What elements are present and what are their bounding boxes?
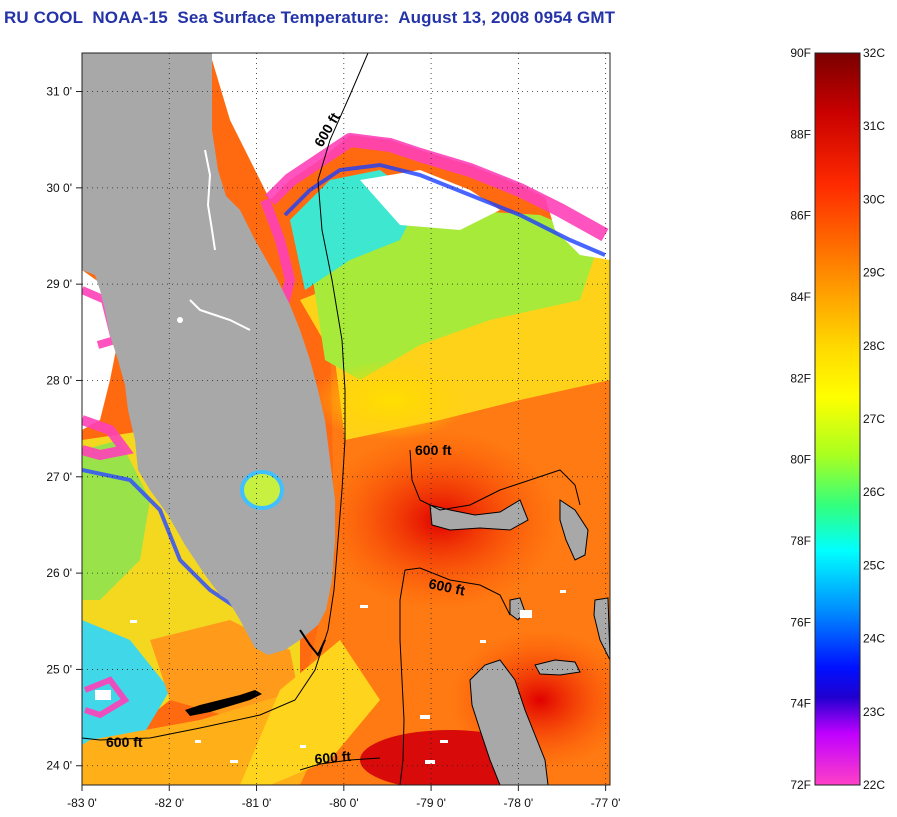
colorbar-celsius-label: 23C — [863, 705, 885, 719]
cloud-flecks — [95, 590, 566, 764]
land-cloud-curve — [189, 299, 251, 331]
colorbar-celsius-label: 27C — [863, 412, 885, 426]
longitude-axis: -83 0' -82 0' -81 0' -80 0' -79 0' -78 0' -77 … — [67, 785, 620, 810]
colorbar-fahrenheit-label: 78F — [790, 534, 811, 548]
lat-tick-label: 27 0' — [46, 470, 72, 484]
colorbar-celsius-label: 29C — [863, 266, 885, 280]
colorbar-celsius-label: 26C — [863, 485, 885, 499]
colorbar-celsius-label: 30C — [863, 192, 885, 206]
lat-tick-label: 26 0' — [46, 566, 72, 580]
lon-tick-label: -79 0' — [416, 796, 446, 810]
sst-map: 600 ft 600 ft 600 ft 600 ft 600 ft 31 0'… — [46, 52, 620, 810]
sst-gulf-green — [82, 440, 150, 600]
isobath-great-bahama-bank-north — [404, 567, 511, 616]
map-title: RU COOL NOAA-15 Sea Surface Temperature:… — [4, 8, 616, 27]
contour-label-keys: 600 ft — [106, 734, 143, 750]
lon-tick-label: -78 0' — [504, 796, 534, 810]
land-keys-islets — [299, 629, 326, 657]
contour-label-little-bahama: 600 ft — [415, 442, 452, 458]
colorbar-fahrenheit-label: 72F — [790, 778, 811, 792]
colorbar-fahrenheit-label: 74F — [790, 697, 811, 711]
sst-cold-fringe-keys — [83, 676, 130, 719]
lat-tick-label: 31 0' — [46, 85, 72, 99]
land-florida-north-coast — [82, 53, 200, 262]
colorbar-celsius-label: 22C — [863, 778, 885, 792]
colorbar-fahrenheit-label: 76F — [790, 615, 811, 629]
colorbar-celsius-label: 31C — [863, 119, 885, 133]
cloud-mask-north — [210, 53, 610, 230]
lon-tick-label: -80 0' — [329, 796, 359, 810]
land-nassau — [534, 659, 581, 676]
map-frame — [81, 52, 611, 786]
lon-tick-label: -77 0' — [591, 796, 621, 810]
sst-yellow-haze — [310, 360, 470, 440]
sst-cold-fringe-gulf — [82, 415, 134, 461]
lat-tick-label: 25 0' — [46, 662, 72, 676]
colorbar-celsius-label: 28C — [863, 339, 885, 353]
sst-straits-yellow — [240, 640, 380, 785]
land-cloud-dot — [177, 317, 183, 323]
colorbar-fahrenheit-labels: 90F 88F 86F 84F 82F 80F 78F 76F 74F 72F — [790, 46, 811, 792]
colorbar-fahrenheit-label: 80F — [790, 453, 811, 467]
land-florida-keys — [185, 690, 262, 716]
colorbar-celsius-label: 24C — [863, 632, 885, 646]
land-cloud-strip — [204, 149, 216, 251]
colorbar-fahrenheit-label: 90F — [790, 46, 811, 60]
lon-tick-label: -82 0' — [154, 796, 184, 810]
colorbar-gradient — [815, 53, 860, 785]
isobath-contours — [81, 52, 581, 786]
sst-region-green-north — [310, 210, 600, 380]
colorbar: 90F 88F 86F 84F 82F 80F 78F 76F 74F 72F 32C 31C 30C… — [790, 46, 885, 792]
contour-label-straits: 600 ft — [314, 748, 352, 767]
isobath-keys-south — [299, 757, 381, 771]
land-abaco — [559, 499, 589, 561]
lon-tick-label: -81 0' — [242, 796, 272, 810]
colorbar-celsius-labels: 32C 31C 30C 29C 28C 27C 26C 25C 24C 23C 22C — [863, 46, 885, 792]
colorbar-celsius-label: 25C — [863, 558, 885, 572]
isobath-great-bahama-bank — [399, 569, 406, 786]
lat-tick-label: 29 0' — [46, 277, 72, 291]
colorbar-fahrenheit-label: 88F — [790, 127, 811, 141]
lon-tick-label: -83 0' — [67, 796, 97, 810]
sst-cold-fringe-north-blue — [283, 162, 606, 257]
colorbar-frame — [814, 52, 861, 786]
latitude-axis: 31 0' 30 0' 29 0' 28 0' 27 0' 26 0' 25 0' 24 0' — [46, 85, 82, 773]
sst-cold-fringe-gulf-blue — [82, 468, 242, 612]
sst-cold-fringe-north — [265, 133, 609, 242]
colorbar-celsius-label: 32C — [863, 46, 885, 60]
cloud-mask-north-2 — [360, 170, 500, 230]
colorbar-fahrenheit-label: 84F — [790, 290, 811, 304]
land-andros — [469, 659, 549, 785]
colorbar-fahrenheit-label: 86F — [790, 209, 811, 223]
lat-tick-label: 28 0' — [46, 373, 72, 387]
isobath-east-florida — [81, 52, 369, 741]
isobath-little-bahama-bank — [409, 449, 581, 511]
lat-tick-label: 24 0' — [46, 759, 72, 773]
colorbar-fahrenheit-label: 82F — [790, 371, 811, 385]
lat-tick-label: 30 0' — [46, 181, 72, 195]
lake-okeechobee — [240, 470, 284, 510]
sst-field — [82, 53, 610, 785]
contour-label-great-bahama: 600 ft — [427, 575, 466, 598]
land-grand-bahama — [429, 499, 529, 531]
